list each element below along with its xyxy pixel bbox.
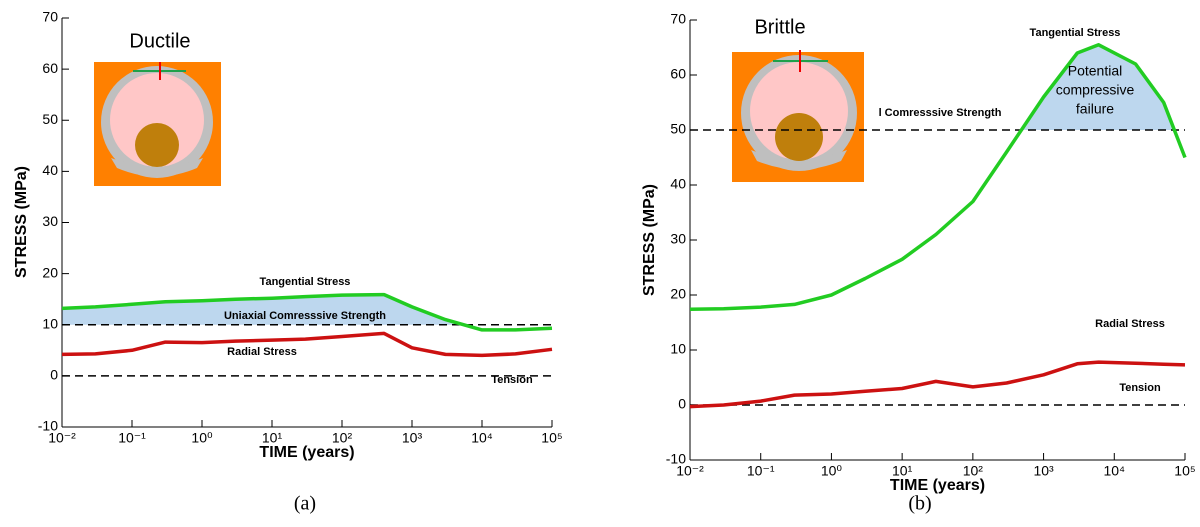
series-label: Radial Stress [227, 346, 297, 358]
x-axis-title: TIME (years) [890, 477, 985, 494]
x-axis-title: TIME (years) [259, 444, 354, 461]
inset-label: Brittle [754, 16, 805, 38]
y-tick-label: -10 [38, 418, 58, 434]
x-tick-label: 10⁴ [1103, 463, 1125, 479]
y-tick-label: 10 [42, 315, 58, 331]
y-tick-label: 0 [678, 396, 686, 412]
y-tick-label: 60 [670, 66, 686, 82]
annotation: Potential [1068, 63, 1122, 79]
y-tick-label: 0 [50, 367, 58, 383]
x-tick-label: 10² [963, 463, 984, 479]
inset-label: Ductile [129, 30, 190, 52]
annotation: compressive [1056, 82, 1135, 98]
series-line [61, 331, 553, 358]
x-tick-label: 10⁵ [1174, 463, 1195, 479]
y-tick-label: 30 [42, 213, 58, 229]
x-tick-label: 10⁻¹ [118, 430, 146, 446]
x-tick-label: 10⁵ [541, 430, 562, 446]
x-tick-label: 10⁰ [191, 430, 213, 446]
y-tick-label: 50 [42, 111, 58, 127]
y-tick-label: 70 [670, 11, 686, 27]
series-line [61, 292, 553, 332]
series-line [689, 43, 1187, 312]
series-line [689, 360, 1186, 409]
x-tick-label: 10³ [1033, 463, 1054, 479]
x-tick-label: 10¹ [262, 430, 283, 446]
inset-diagram [94, 62, 221, 186]
y-tick-label: 30 [670, 231, 686, 247]
x-tick-label: 10⁻² [48, 430, 76, 446]
y-tick-label: 20 [42, 264, 58, 280]
x-tick-label: 10⁻¹ [747, 463, 775, 479]
y-tick-label: 10 [670, 341, 686, 357]
y-tick-label: -10 [666, 451, 686, 467]
y-tick-label: 50 [670, 121, 686, 137]
x-tick-label: 10⁻² [676, 463, 704, 479]
series-label: Radial Stress [1095, 318, 1165, 330]
x-tick-label: 10⁴ [471, 430, 493, 446]
y-axis-title: STRESS (MPa) [13, 166, 30, 278]
caption: (b) [908, 493, 931, 515]
y-axis-title: STRESS (MPa) [641, 184, 658, 296]
x-tick-label: 10³ [402, 430, 423, 446]
reference-label: Tension [1119, 382, 1161, 394]
y-tick-label: 60 [42, 60, 58, 76]
reference-label: Uniaxial Comresssive Strength [224, 310, 386, 322]
series-label: Tangential Stress [260, 276, 351, 288]
caption: (a) [294, 493, 316, 515]
y-tick-label: 70 [42, 9, 58, 25]
annotation: failure [1076, 101, 1114, 117]
series-label: Tangential Stress [1030, 27, 1121, 39]
x-tick-label: 10² [332, 430, 353, 446]
y-tick-label: 40 [670, 176, 686, 192]
y-tick-label: 20 [670, 286, 686, 302]
inset-diagram [732, 50, 864, 182]
x-tick-label: 10¹ [892, 463, 913, 479]
reference-label: Tension [491, 374, 533, 386]
y-tick-label: 40 [42, 162, 58, 178]
reference-label: l Comresssive Strength [879, 107, 1002, 119]
x-tick-label: 10⁰ [821, 463, 843, 479]
